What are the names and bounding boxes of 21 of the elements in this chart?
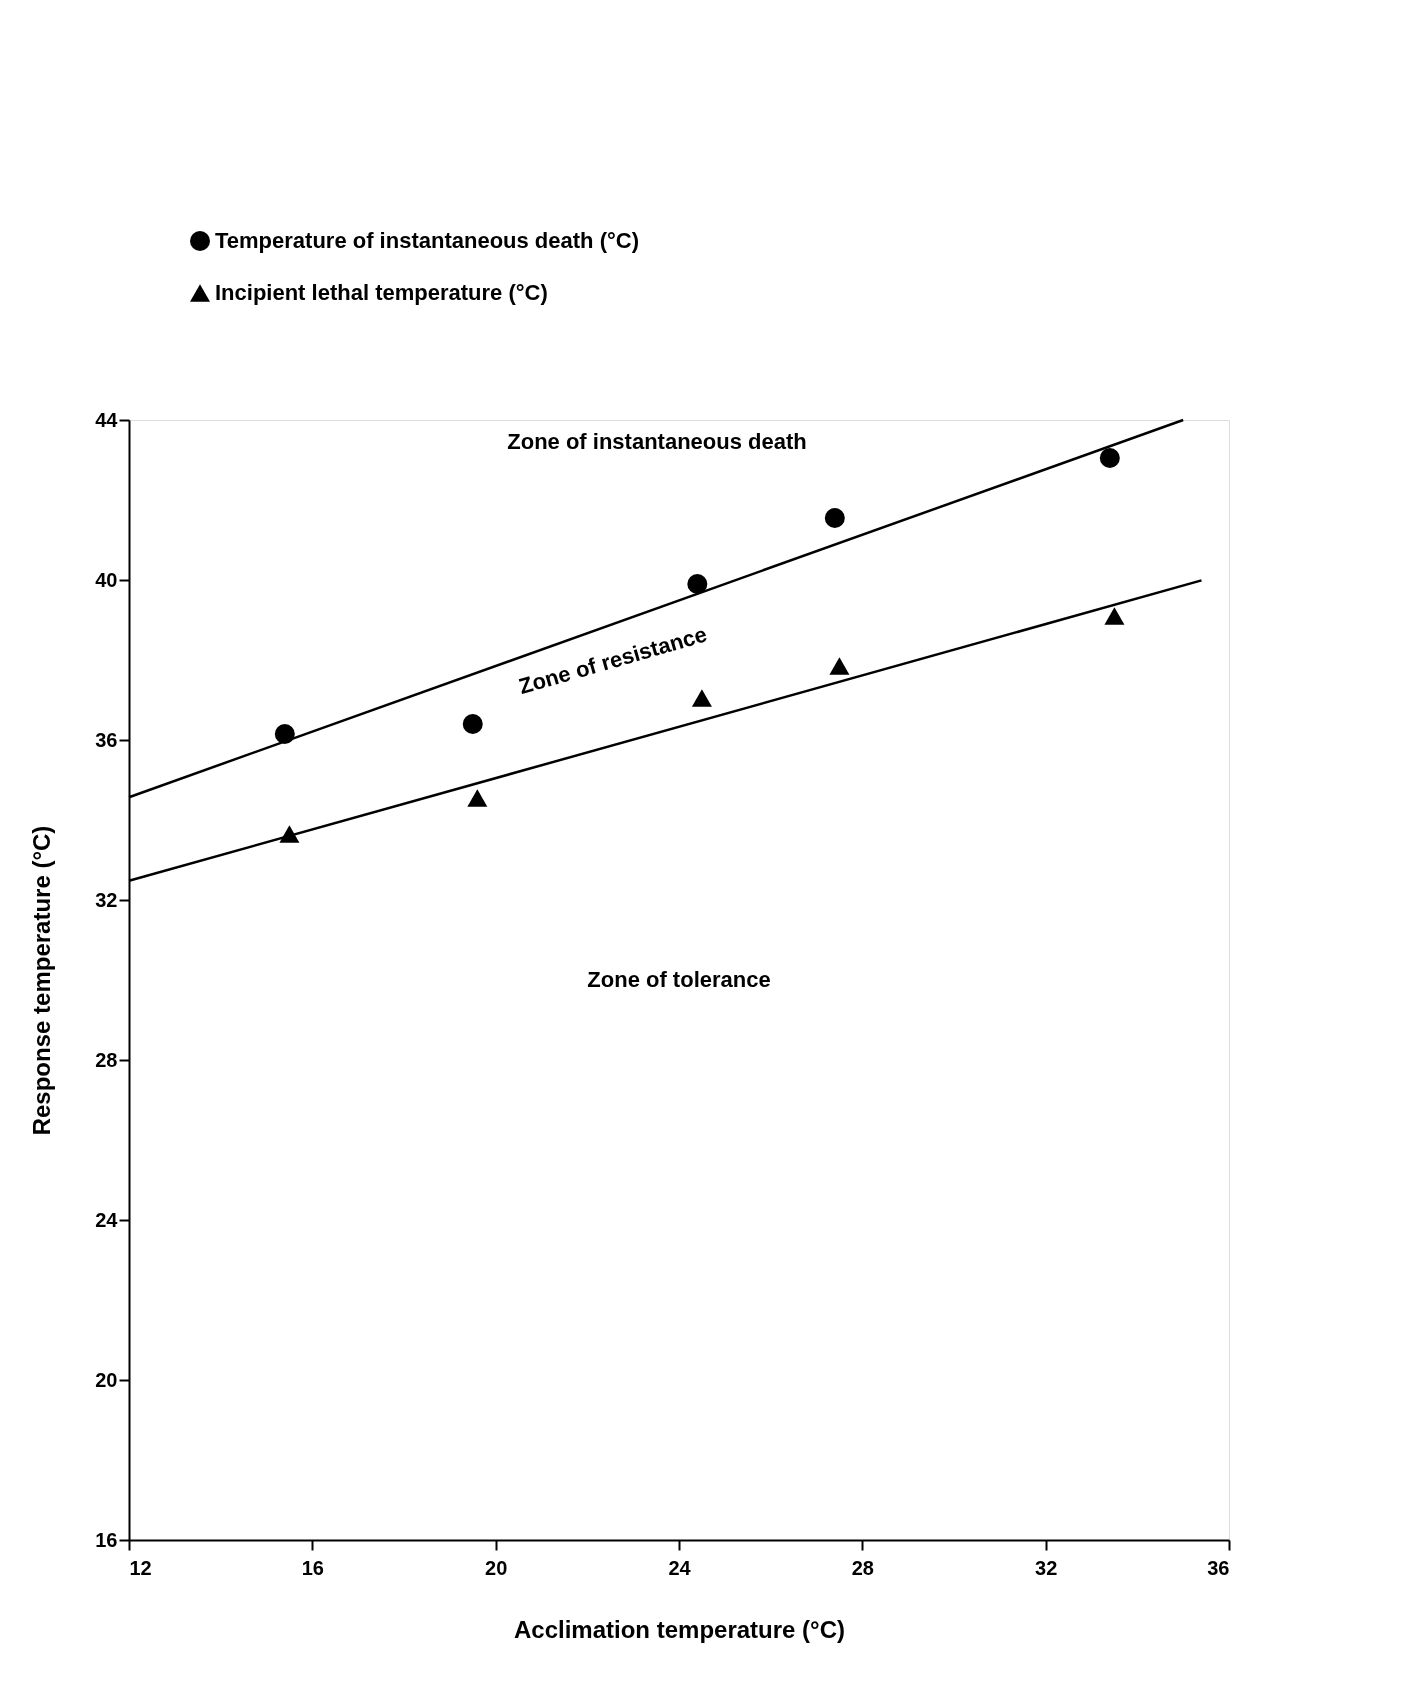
annotation: Zone of instantaneous death <box>507 429 807 455</box>
y-tick-label: 24 <box>95 1208 119 1231</box>
legend-label: Temperature of instantaneous death (°C) <box>215 228 639 253</box>
y-tick-label: 40 <box>95 568 118 591</box>
y-tick-label: 44 <box>95 408 119 431</box>
x-tick-label: 36 <box>1207 1556 1230 1579</box>
y-tick-label: 32 <box>95 888 118 911</box>
y-tick-label: 20 <box>95 1368 118 1391</box>
y-axis-title: Response temperature (°C) <box>28 825 56 1136</box>
legend-label: Incipient lethal temperature (°C) <box>215 280 548 305</box>
x-tick-label: 24 <box>668 1556 692 1579</box>
annotation: Zone of tolerance <box>587 967 771 992</box>
x-tick-label: 20 <box>485 1556 508 1579</box>
x-tick-label: 28 <box>851 1556 874 1579</box>
x-axis-title: Acclimation temperature (°C) <box>514 1615 845 1643</box>
y-tick-label: 16 <box>95 1528 118 1551</box>
x-tick-label: 12 <box>129 1556 152 1579</box>
y-tick-label: 36 <box>95 728 118 751</box>
y-tick-label: 28 <box>95 1048 118 1071</box>
x-tick-label: 32 <box>1035 1556 1058 1579</box>
x-tick-label: 16 <box>301 1556 324 1579</box>
